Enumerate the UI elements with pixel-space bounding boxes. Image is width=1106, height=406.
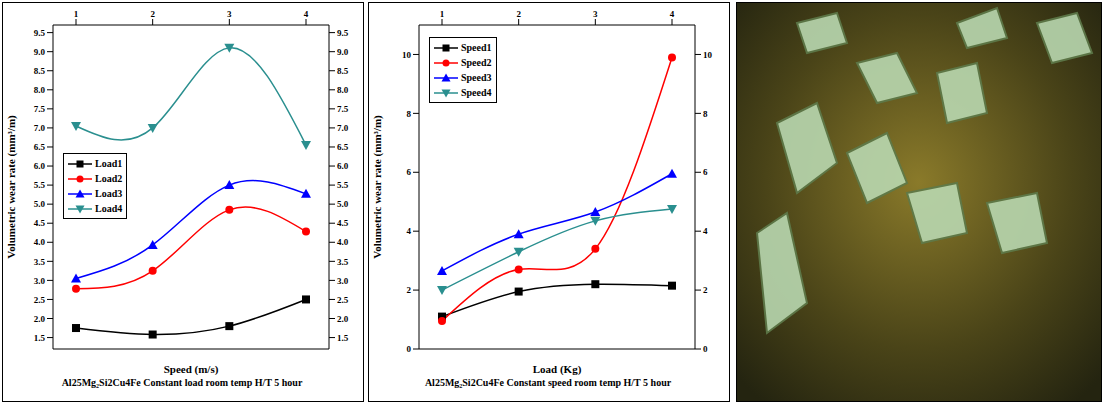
svg-text:1: 1 xyxy=(74,9,79,19)
svg-text:10: 10 xyxy=(703,50,713,60)
svg-text:9.5: 9.5 xyxy=(337,28,349,38)
svg-text:Volumetric wear rate (mm³/m): Volumetric wear rate (mm³/m) xyxy=(371,115,384,259)
svg-text:0: 0 xyxy=(703,344,708,354)
svg-text:10: 10 xyxy=(402,50,412,60)
svg-text:7.0: 7.0 xyxy=(34,123,46,133)
svg-text:6.5: 6.5 xyxy=(34,142,46,152)
svg-text:5.0: 5.0 xyxy=(34,199,46,209)
svg-text:1.5: 1.5 xyxy=(34,333,46,343)
svg-text:4: 4 xyxy=(407,226,412,236)
svg-text:5.0: 5.0 xyxy=(337,199,349,209)
svg-text:4: 4 xyxy=(703,226,708,236)
svg-text:2.5: 2.5 xyxy=(337,295,349,305)
svg-text:1.5: 1.5 xyxy=(337,333,349,343)
svg-text:3: 3 xyxy=(227,9,232,19)
svg-text:6: 6 xyxy=(703,167,708,177)
svg-text:2: 2 xyxy=(516,9,521,19)
svg-text:2: 2 xyxy=(407,285,412,295)
svg-text:2.5: 2.5 xyxy=(34,295,46,305)
svg-text:3.5: 3.5 xyxy=(34,257,46,267)
html-text:Speed2: Speed2 xyxy=(461,57,492,68)
svg-text:2: 2 xyxy=(703,285,708,295)
svg-text:2.0: 2.0 xyxy=(34,314,46,324)
svg-text:4: 4 xyxy=(670,9,675,19)
svg-text:5.5: 5.5 xyxy=(34,180,46,190)
html-text:Speed3: Speed3 xyxy=(461,72,492,83)
svg-text:8.0: 8.0 xyxy=(34,85,46,95)
svg-text:7.5: 7.5 xyxy=(34,104,46,114)
svg-text:2.0: 2.0 xyxy=(337,314,349,324)
svg-text:9.5: 9.5 xyxy=(34,28,46,38)
html-text:Load2: Load2 xyxy=(95,173,123,184)
svg-text:3.5: 3.5 xyxy=(337,257,349,267)
html-text:Speed4: Speed4 xyxy=(461,87,492,98)
svg-text:7.5: 7.5 xyxy=(337,104,349,114)
html-text:Al25Mg₂Si2Cu4Fe Constant load: Al25Mg₂Si2Cu4Fe Constant load room temp … xyxy=(61,377,303,388)
svg-text:1: 1 xyxy=(440,9,445,19)
svg-text:7.0: 7.0 xyxy=(337,123,349,133)
svg-text:3: 3 xyxy=(593,9,598,19)
html-text:Load1: Load1 xyxy=(95,158,123,169)
svg-text:9.0: 9.0 xyxy=(34,47,46,57)
html-text:Load4: Load4 xyxy=(95,203,123,214)
svg-text:3.0: 3.0 xyxy=(337,276,349,286)
svg-text:4.5: 4.5 xyxy=(34,218,46,228)
svg-text:6.0: 6.0 xyxy=(34,161,46,171)
svg-text:6: 6 xyxy=(407,167,412,177)
svg-text:3.0: 3.0 xyxy=(34,276,46,286)
svg-text:6.0: 6.0 xyxy=(337,161,349,171)
svg-text:8: 8 xyxy=(703,109,708,119)
svg-text:4: 4 xyxy=(304,9,309,19)
html-text:Load3: Load3 xyxy=(95,188,123,199)
svg-text:4.0: 4.0 xyxy=(337,237,349,247)
svg-text:9.0: 9.0 xyxy=(337,47,349,57)
svg-text:0: 0 xyxy=(407,344,412,354)
html-text:Al25Mg₂Si2Cu4Fe Constant speed: Al25Mg₂Si2Cu4Fe Constant speed room temp… xyxy=(424,377,672,388)
svg-text:Volumetric wear rate (mm³/m): Volumetric wear rate (mm³/m) xyxy=(5,115,18,259)
html-text:Speed1: Speed1 xyxy=(461,42,492,53)
svg-text:Speed (m/s): Speed (m/s) xyxy=(164,363,219,375)
svg-text:8.0: 8.0 xyxy=(337,85,349,95)
svg-text:6.5: 6.5 xyxy=(337,142,349,152)
svg-text:2: 2 xyxy=(150,9,155,19)
svg-text:8.5: 8.5 xyxy=(337,66,349,76)
svg-text:8.5: 8.5 xyxy=(34,66,46,76)
svg-text:4.5: 4.5 xyxy=(337,218,349,228)
svg-text:4.0: 4.0 xyxy=(34,237,46,247)
svg-text:8: 8 xyxy=(407,109,412,119)
svg-text:5.5: 5.5 xyxy=(337,180,349,190)
svg-text:Load (Kg): Load (Kg) xyxy=(533,363,582,375)
